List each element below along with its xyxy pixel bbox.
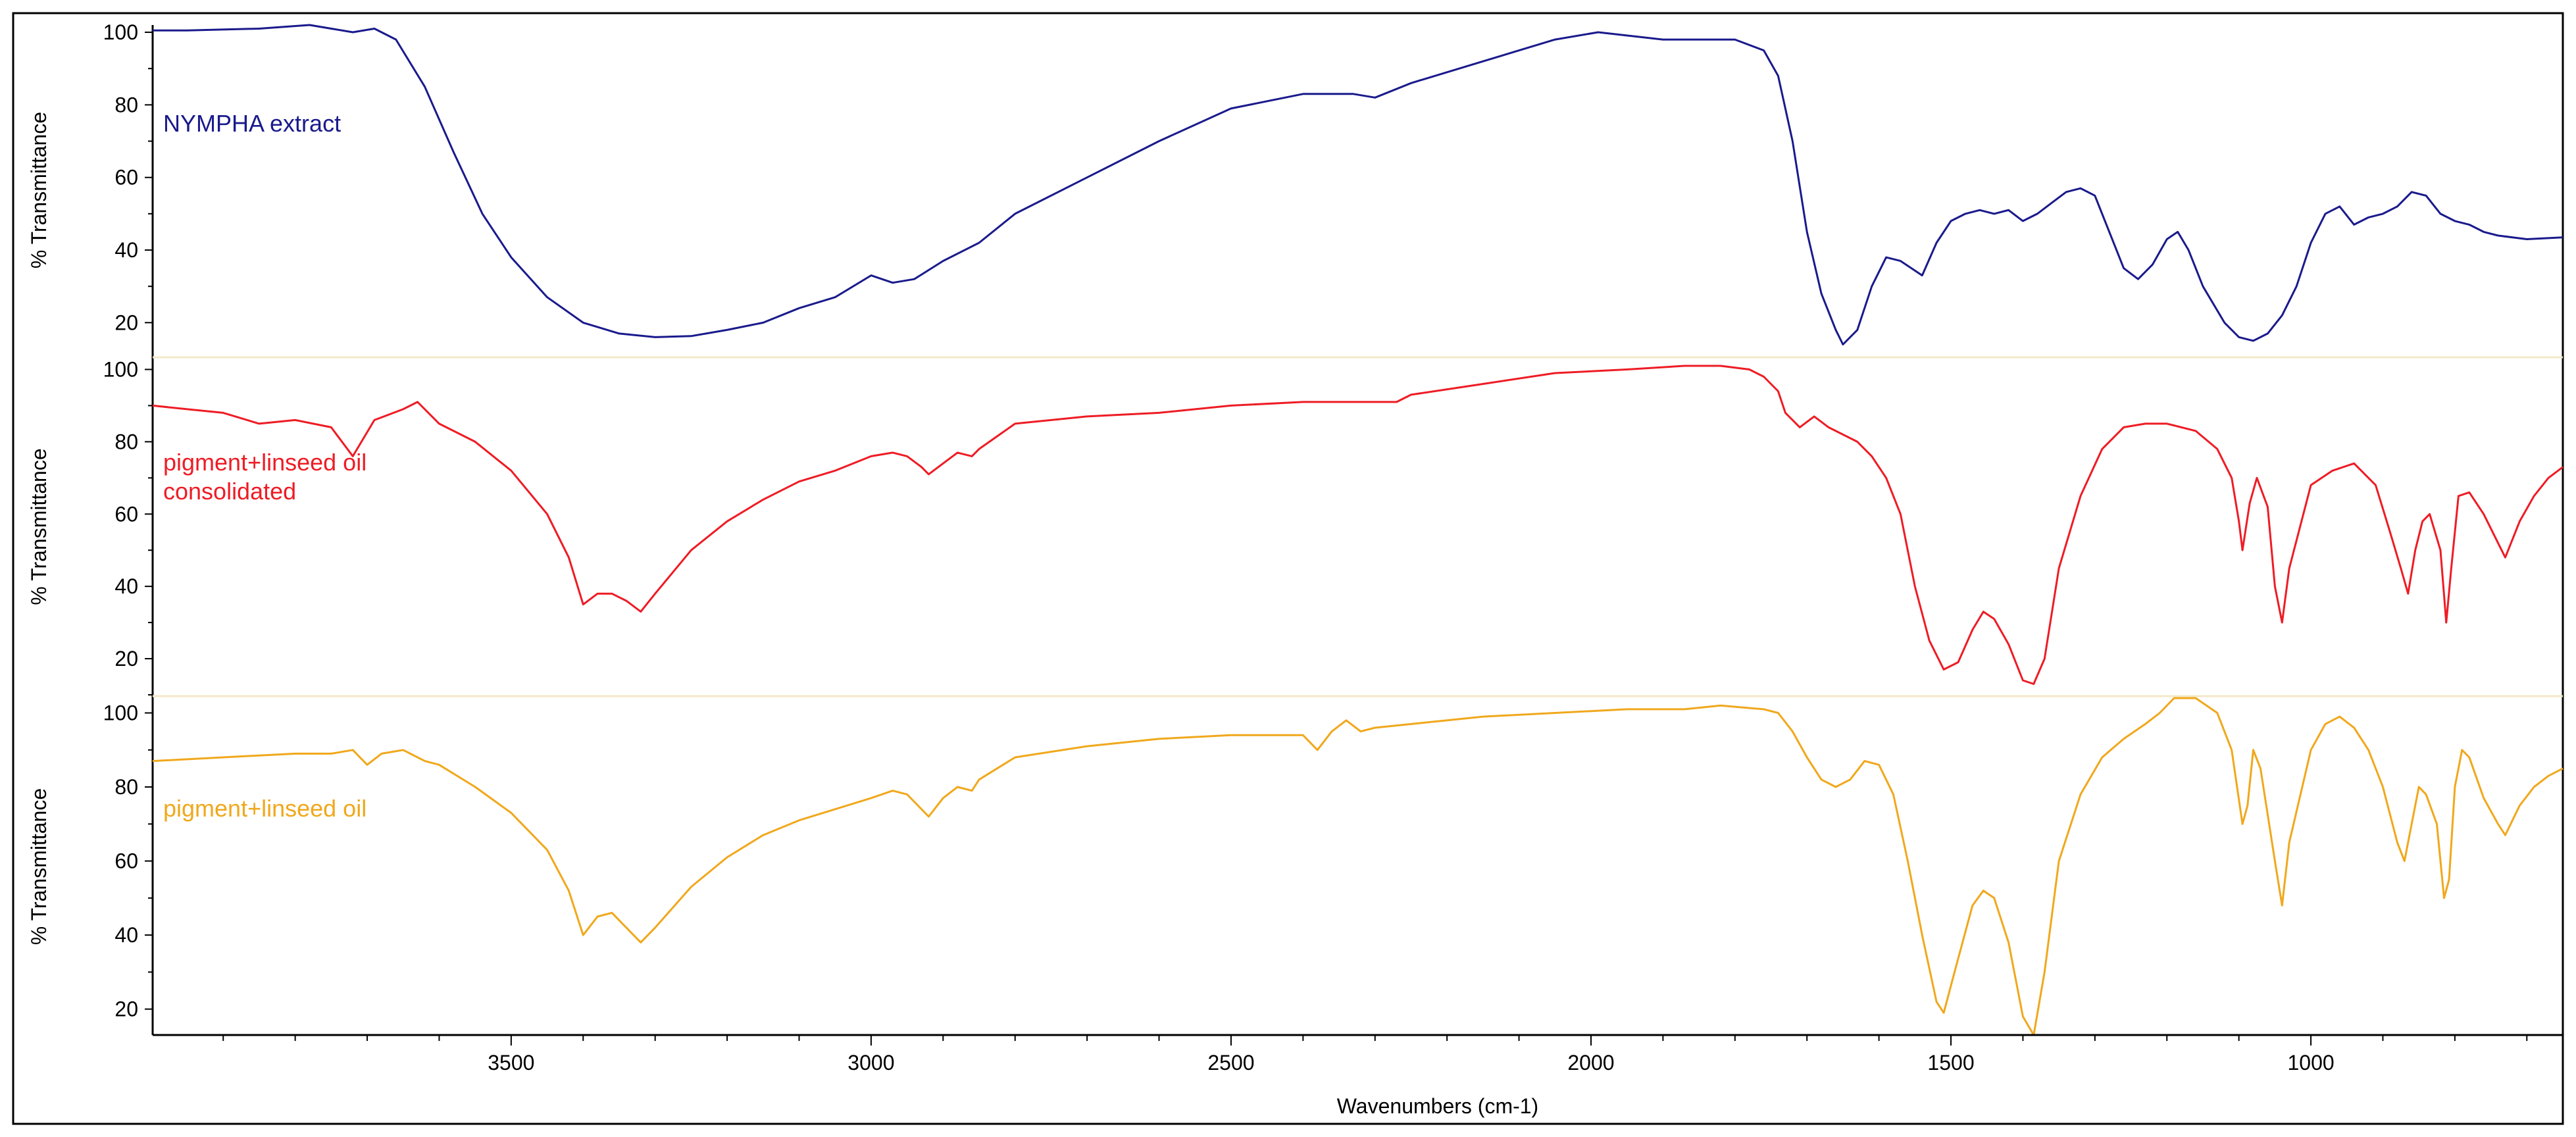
y-tick-label: 40 — [114, 923, 138, 947]
y-tick-label: 80 — [114, 775, 138, 799]
series-annotation-line: NYMPHA extract — [163, 110, 341, 137]
x-tick-label: 3000 — [847, 1051, 894, 1074]
series-line — [152, 697, 2563, 1036]
spectrum-panel: 20 40 60 80 100 % Transmittance NYMPHA extract — [27, 20, 2563, 345]
y-tick-label: 60 — [114, 849, 138, 873]
y-tick-label: 100 — [103, 20, 138, 44]
series-annotation: NYMPHA extract — [163, 110, 341, 137]
y-tick-label: 20 — [114, 311, 138, 334]
y-tick-label: 80 — [114, 93, 138, 116]
series-annotation-line: pigment+linseed oil — [163, 449, 366, 476]
y-tick-label: 60 — [114, 502, 138, 526]
series-annotation-line: pigment+linseed oil — [163, 795, 366, 822]
y-tick-label: 100 — [103, 357, 138, 381]
x-axis: 3500 3000 2500 2000 1500 1000 — [153, 1034, 2563, 1074]
x-tick-label: 2500 — [1207, 1051, 1254, 1074]
y-tick-label: 40 — [114, 238, 138, 262]
series-line — [152, 365, 2563, 685]
y-axis-title: % Transmittance — [27, 448, 51, 605]
spectrum-panel: 20 40 60 80 100 % Transmittance pigment+linsee… — [27, 697, 2563, 1036]
series-annotation: pigment+linseed oil — [163, 795, 366, 822]
y-tick-label: 20 — [114, 998, 138, 1021]
spectrum-panel: 20 40 60 80 100 % Transmittance pigment+linsee… — [27, 357, 2563, 695]
chart-frame — [12, 12, 2564, 1125]
y-tick-label: 20 — [114, 647, 138, 670]
x-tick-label: 2000 — [1567, 1051, 1614, 1074]
y-axis-title: % Transmittance — [27, 112, 51, 268]
y-axis-title: % Transmittance — [27, 788, 51, 945]
x-tick-label: 1500 — [1927, 1051, 1974, 1074]
series-annotation-line: consolidated — [163, 478, 296, 505]
series-annotation: pigment+linseed oil consolidated — [163, 449, 366, 505]
y-tick-label: 80 — [114, 430, 138, 453]
series-line — [153, 24, 2563, 345]
y-tick-label: 60 — [114, 166, 138, 190]
y-tick-label: 100 — [103, 701, 138, 725]
y-tick-label: 40 — [114, 574, 138, 598]
x-tick-label: 3500 — [488, 1051, 534, 1074]
x-tick-label: 1000 — [2287, 1051, 2334, 1074]
x-axis-title: Wavenumbers (cm-1) — [1337, 1094, 1538, 1118]
